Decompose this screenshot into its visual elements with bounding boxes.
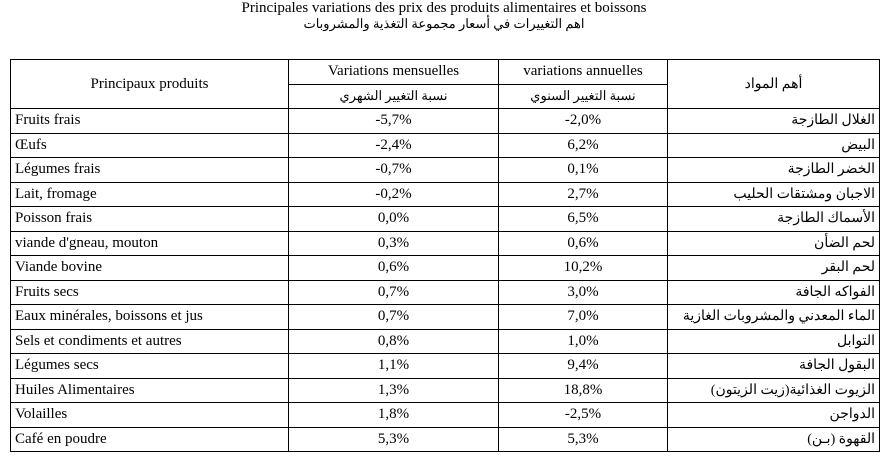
product-name-ar: الاجبان ومشتقات الحليب: [667, 181, 880, 207]
annual-variation: 0,1%: [498, 157, 668, 183]
product-name-fr: viande d'gneau, mouton: [10, 230, 289, 256]
product-name-fr: Poisson frais: [10, 206, 289, 232]
annual-variation: 0,6%: [498, 230, 668, 256]
product-name-fr: Huiles Alimentaires: [10, 377, 289, 403]
product-name-fr: Fruits secs: [10, 279, 289, 305]
header-monthly-fr: Variations mensuelles: [288, 59, 499, 85]
product-name-ar: الدواجن: [667, 402, 880, 428]
monthly-variation: 0,0%: [288, 206, 499, 232]
product-name-ar: الفواكه الجافة: [667, 279, 880, 305]
product-name-ar: التوابل: [667, 328, 880, 354]
product-name-fr: Légumes frais: [10, 157, 289, 183]
product-name-fr: Café en poudre: [10, 426, 289, 452]
monthly-variation: 1,1%: [288, 353, 499, 379]
header-monthly-ar: نسبة التغيير الشهري: [288, 83, 499, 109]
product-name-ar: الزيوت الغذائية(زيت الزيتون): [667, 377, 880, 403]
product-name-ar: البيض: [667, 132, 880, 158]
table-row: Fruits secs 0,7% 3,0% الفواكه الجافة: [10, 279, 880, 305]
header-annual-fr: variations annuelles: [498, 59, 668, 85]
product-name-fr: Légumes secs: [10, 353, 289, 379]
product-name-ar: الخضر الطازجة: [667, 157, 880, 183]
monthly-variation: 1,3%: [288, 377, 499, 403]
annual-variation: 10,2%: [498, 255, 668, 281]
table-row: Lait, fromage -0,2% 2,7% الاجبان ومشتقات ال…: [10, 181, 880, 207]
table-row: Huiles Alimentaires 1,3% 18,8% الزيوت الغذا…: [10, 377, 880, 403]
monthly-variation: 0,7%: [288, 304, 499, 330]
table-row: viande d'gneau, mouton 0,3% 0,6% لحم الضأن: [10, 230, 880, 256]
monthly-variation: -2,4%: [288, 132, 499, 158]
monthly-variation: -5,7%: [288, 108, 499, 134]
product-name-fr: Lait, fromage: [10, 181, 289, 207]
product-name-ar: لحم البقر: [667, 255, 880, 281]
table-row: Volailles 1,8% -2,5% الدواجن: [10, 402, 880, 428]
annual-variation: 2,7%: [498, 181, 668, 207]
annual-variation: 5,3%: [498, 426, 668, 452]
monthly-variation: -0,7%: [288, 157, 499, 183]
annual-variation: -2,0%: [498, 108, 668, 134]
monthly-variation: 5,3%: [288, 426, 499, 452]
table-row: Poisson frais 0,0% 6,5% الأسماك الطازجة: [10, 206, 880, 232]
monthly-variation: 0,6%: [288, 255, 499, 281]
table-row: Café en poudre 5,3% 5,3% القهوة (بـن): [10, 426, 880, 452]
annual-variation: 1,0%: [498, 328, 668, 354]
title-arabic: اهم التغييرات في أسعار مجموعة التغذية وا…: [303, 16, 585, 31]
monthly-variation: 0,3%: [288, 230, 499, 256]
annual-variation: 9,4%: [498, 353, 668, 379]
title-french: Principales variations des prix des prod…: [241, 0, 647, 16]
table-row: Œufs -2,4% 6,2% البيض: [10, 132, 880, 158]
table-body: Fruits frais -5,7% -2,0% الغلال الطازجة Œufs…: [10, 108, 880, 452]
product-name-ar: الغلال الطازجة: [667, 108, 880, 134]
header-product-ar: أهم المواد: [667, 59, 880, 109]
table-row: Viande bovine 0,6% 10,2% لحم البقر: [10, 255, 880, 281]
product-name-ar: الماء المعدني والمشروبات الغازية: [667, 304, 880, 330]
price-variations-table: Principaux produits Variations mensuelle…: [10, 59, 880, 452]
annual-variation: 7,0%: [498, 304, 668, 330]
table-row: Eaux minérales, boissons et jus 0,7% 7,0% ا…: [10, 304, 880, 330]
table-row: Légumes frais -0,7% 0,1% الخضر الطازجة: [10, 157, 880, 183]
product-name-fr: Fruits frais: [10, 108, 289, 134]
annual-variation: 6,5%: [498, 206, 668, 232]
monthly-variation: 0,7%: [288, 279, 499, 305]
product-name-fr: Œufs: [10, 132, 289, 158]
product-name-ar: الأسماك الطازجة: [667, 206, 880, 232]
product-name-fr: Eaux minérales, boissons et jus: [10, 304, 289, 330]
annual-variation: -2,5%: [498, 402, 668, 428]
table-row: Légumes secs 1,1% 9,4% البقول الجافة: [10, 353, 880, 379]
header-product-fr: Principaux produits: [10, 59, 289, 109]
table-row: Sels et condiments et autres 0,8% 1,0% التو…: [10, 328, 880, 354]
annual-variation: 18,8%: [498, 377, 668, 403]
product-name-fr: Sels et condiments et autres: [10, 328, 289, 354]
product-name-ar: لحم الضأن: [667, 230, 880, 256]
annual-variation: 6,2%: [498, 132, 668, 158]
monthly-variation: -0,2%: [288, 181, 499, 207]
product-name-fr: Viande bovine: [10, 255, 289, 281]
header-annual-ar: نسبة التغيير السنوي: [498, 83, 668, 109]
table-row: Fruits frais -5,7% -2,0% الغلال الطازجة: [10, 108, 880, 134]
product-name-ar: البقول الجافة: [667, 353, 880, 379]
annual-variation: 3,0%: [498, 279, 668, 305]
product-name-fr: Volailles: [10, 402, 289, 428]
monthly-variation: 0,8%: [288, 328, 499, 354]
product-name-ar: القهوة (بـن): [667, 426, 880, 452]
monthly-variation: 1,8%: [288, 402, 499, 428]
